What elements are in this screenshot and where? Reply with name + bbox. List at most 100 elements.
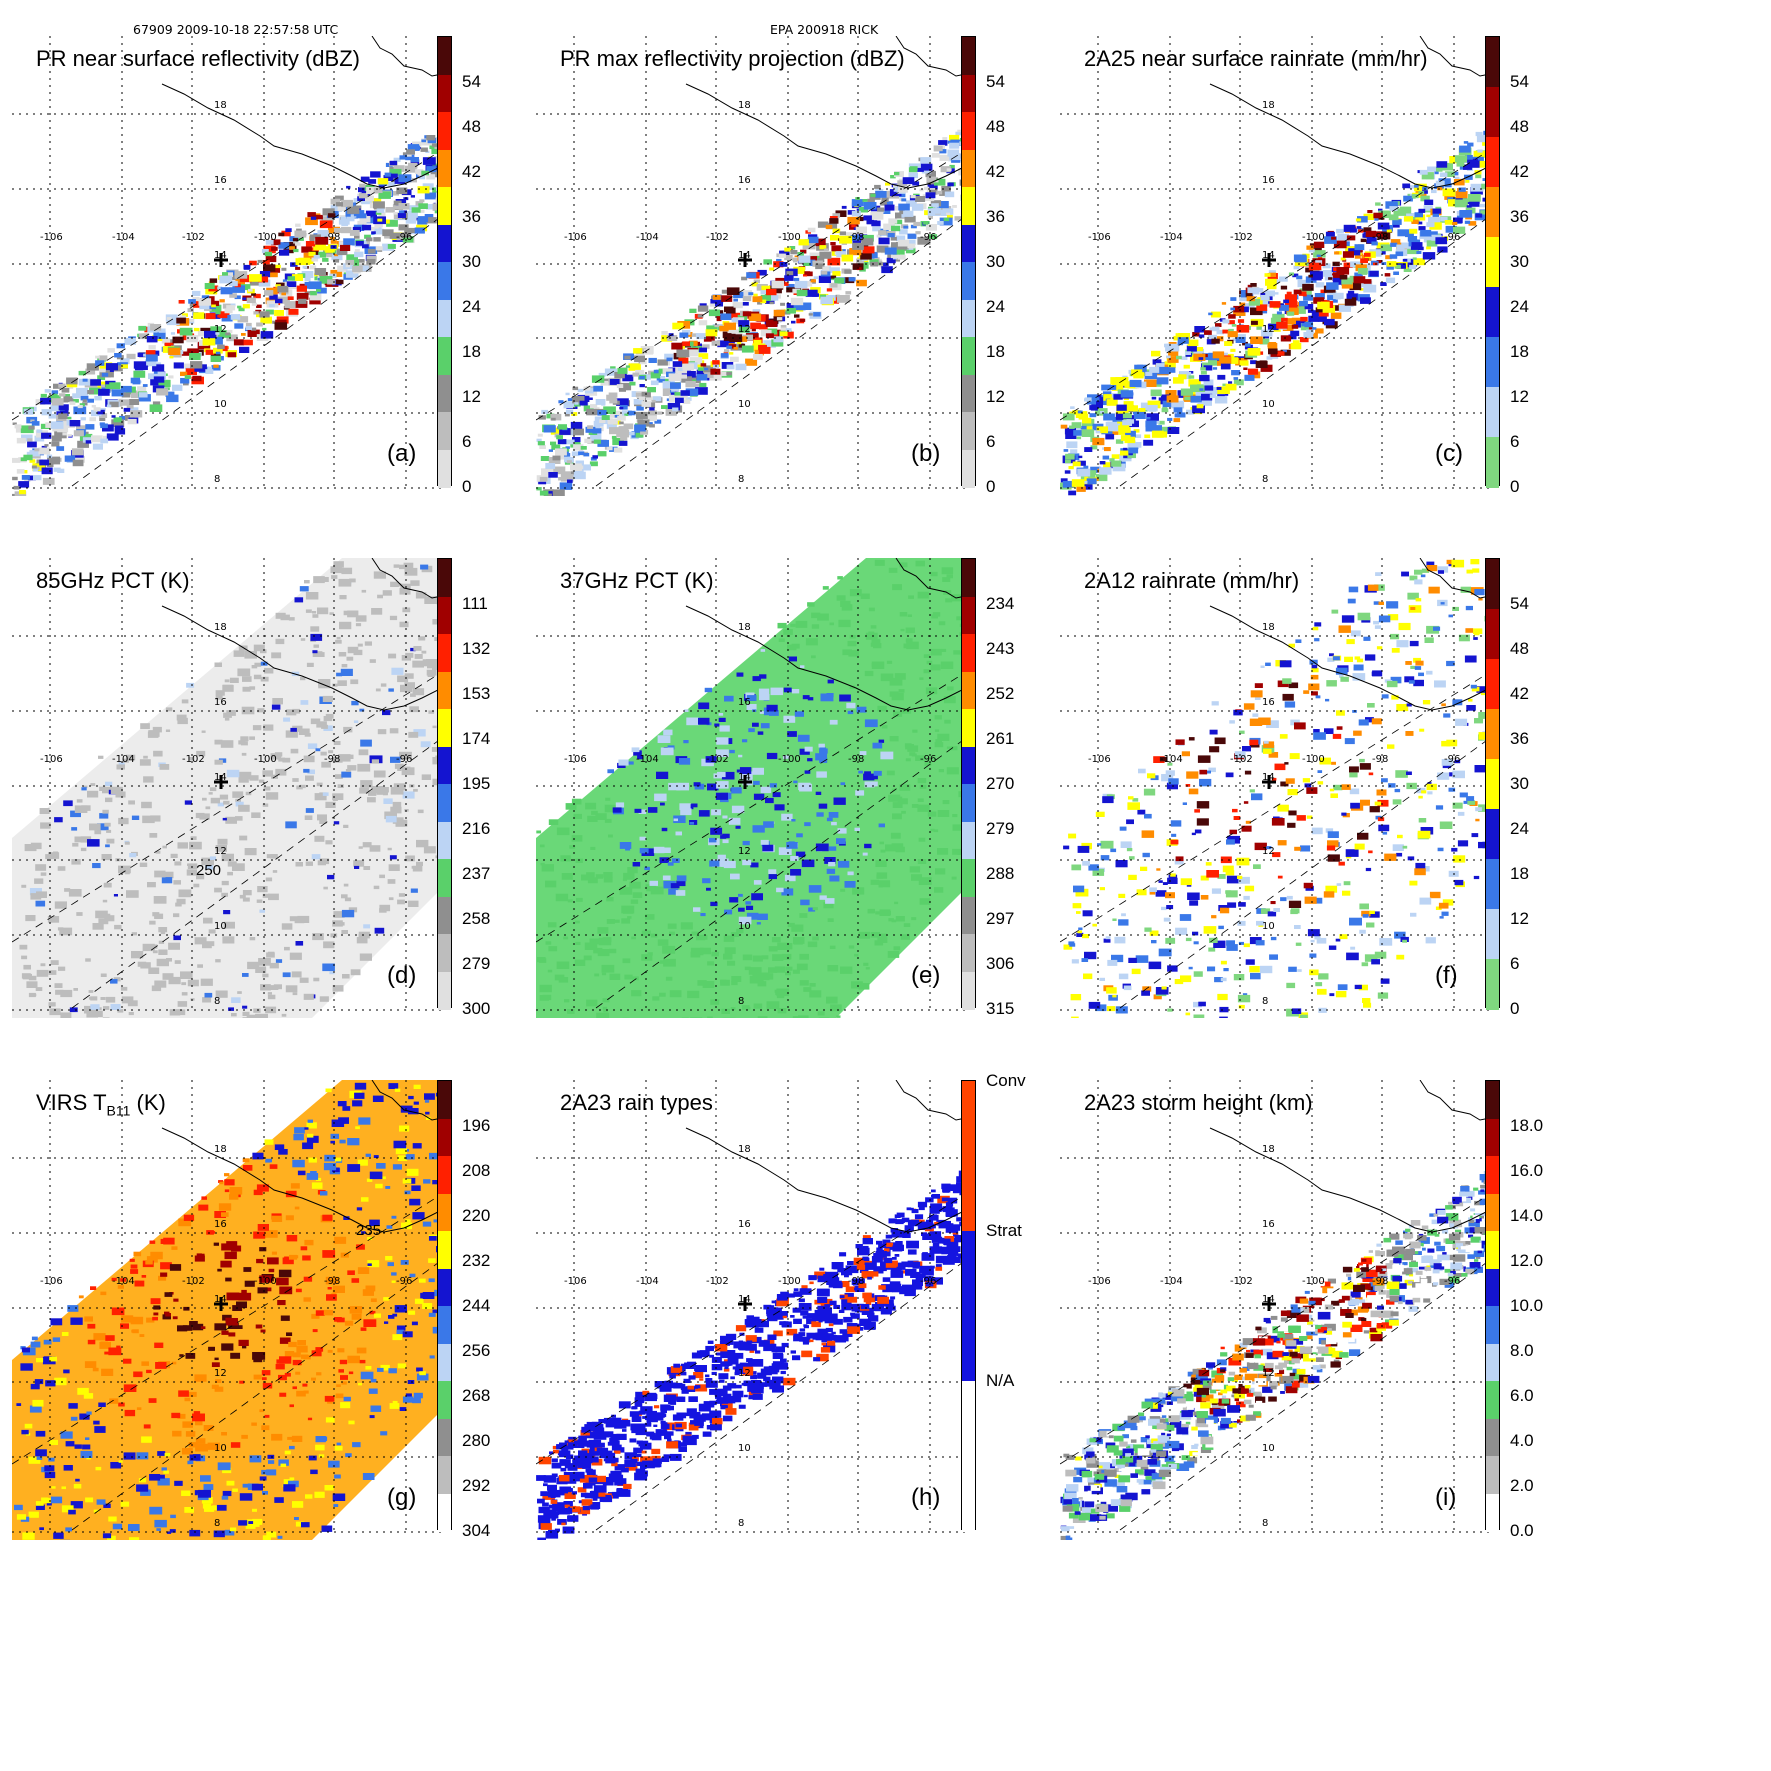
rain-pixel — [1075, 426, 1083, 431]
rain-pixel — [58, 404, 69, 411]
rain-pixel — [1363, 636, 1371, 641]
rain-pixel — [1178, 333, 1190, 341]
rain-pixel — [815, 791, 822, 795]
rain-pixel — [688, 375, 701, 384]
rain-pixel — [1128, 796, 1134, 800]
rain-pixel — [215, 690, 225, 696]
orbit-timestamp: 67909 2009-10-18 22:57:58 UTC — [133, 22, 339, 37]
rain-pixel — [1170, 873, 1176, 877]
lat-label: 16 — [1262, 697, 1275, 708]
rain-pixel — [681, 1017, 689, 1018]
rain-pixel — [371, 759, 379, 764]
rain-pixel — [1404, 258, 1411, 263]
rain-pixel — [234, 295, 241, 300]
rain-pixel — [1311, 310, 1322, 317]
rain-pixel — [609, 398, 618, 404]
rain-pixel — [95, 360, 105, 366]
rain-pixel — [373, 885, 380, 890]
rain-pixel — [241, 333, 246, 336]
rain-pixel — [955, 131, 962, 136]
rain-pixel — [340, 668, 353, 676]
rain-pixel — [401, 210, 407, 214]
rain-pixel — [787, 629, 792, 632]
rain-pixel — [1268, 272, 1277, 277]
rain-pixel — [407, 900, 419, 907]
rain-pixel — [1335, 667, 1348, 675]
rain-pixel — [539, 844, 545, 848]
rain-pixel — [331, 575, 338, 579]
rain-pixel — [669, 931, 675, 936]
rain-pixel — [110, 979, 118, 984]
rain-pixel — [847, 640, 857, 647]
rain-pixel — [1230, 348, 1236, 352]
rain-pixel — [255, 966, 267, 973]
rain-pixel — [21, 475, 30, 480]
rain-pixel — [689, 822, 694, 825]
rain-pixel — [327, 874, 335, 880]
colorbar-tick-label: 6 — [986, 432, 996, 451]
rain-pixel — [560, 474, 574, 482]
rain-pixel — [790, 623, 796, 627]
rain-pixel — [347, 765, 357, 771]
rain-pixel — [1373, 620, 1379, 625]
rain-pixel — [794, 314, 800, 318]
rain-pixel — [927, 811, 937, 817]
rain-pixel — [1434, 680, 1446, 688]
rain-pixel — [177, 842, 188, 849]
rain-pixel — [45, 422, 55, 428]
rain-pixel — [876, 874, 884, 879]
rain-pixel — [783, 755, 789, 759]
rain-pixel — [1475, 213, 1483, 218]
rain-pixel — [603, 378, 610, 382]
rain-pixel — [807, 236, 819, 244]
rain-pixel — [1304, 783, 1312, 788]
rain-pixel — [1458, 634, 1470, 642]
rain-pixel — [305, 241, 316, 247]
rain-pixel — [1167, 965, 1178, 972]
rain-pixel — [730, 356, 739, 362]
rain-pixel — [685, 388, 699, 396]
rain-pixel — [1446, 660, 1455, 667]
rain-pixel — [245, 326, 252, 330]
rain-pixel — [418, 203, 428, 209]
rain-pixel — [1118, 919, 1129, 926]
colorbar-swatch — [1486, 387, 1499, 438]
rain-pixel — [352, 226, 361, 232]
rain-pixel — [915, 196, 926, 202]
rain-pixel — [428, 710, 435, 714]
rain-pixel — [889, 189, 902, 197]
rain-pixel — [825, 898, 835, 904]
lat-label: 14 — [738, 772, 751, 783]
colorbar — [1485, 36, 1500, 488]
rain-pixel — [1144, 927, 1152, 932]
rain-pixel — [793, 303, 806, 311]
rain-pixel — [1070, 449, 1078, 454]
rain-pixel — [1405, 661, 1412, 665]
rain-pixel — [1212, 351, 1225, 359]
rain-pixel — [1263, 748, 1272, 754]
rain-pixel — [1190, 395, 1202, 403]
colorbar-swatch — [438, 299, 451, 338]
rain-pixel — [221, 880, 229, 886]
rain-pixel — [341, 771, 352, 778]
rain-pixel — [913, 221, 921, 227]
rain-pixel — [51, 421, 64, 429]
rain-pixel — [738, 326, 750, 333]
rain-pixel — [302, 289, 307, 292]
panel-title: 2A12 rainrate (mm/hr) — [1084, 568, 1300, 593]
rain-pixel — [719, 725, 730, 732]
rain-pixel — [1140, 866, 1148, 871]
rain-pixel — [1143, 442, 1149, 445]
rain-pixel — [1422, 190, 1428, 194]
rain-pixel — [1365, 230, 1376, 237]
rain-pixel — [1299, 337, 1309, 343]
rain-pixel — [721, 289, 729, 294]
rain-pixel — [1133, 429, 1140, 433]
rain-pixel — [343, 726, 353, 733]
rain-pixel — [1367, 703, 1375, 708]
rain-pixel — [1136, 889, 1147, 896]
rain-pixel — [1420, 229, 1432, 237]
rain-pixel — [823, 902, 834, 909]
rain-pixel — [1147, 400, 1161, 409]
rain-pixel — [1192, 405, 1205, 414]
